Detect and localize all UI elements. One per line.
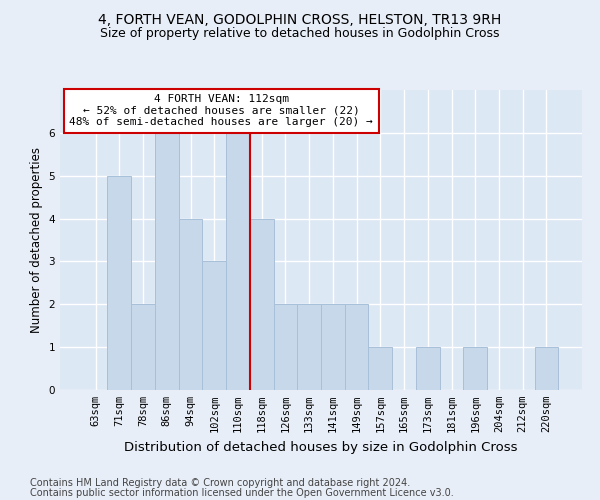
Bar bbox=[345, 304, 368, 390]
Bar bbox=[321, 304, 345, 390]
Text: 4 FORTH VEAN: 112sqm
← 52% of detached houses are smaller (22)
48% of semi-detac: 4 FORTH VEAN: 112sqm ← 52% of detached h… bbox=[70, 94, 373, 128]
Bar bbox=[131, 304, 155, 390]
X-axis label: Distribution of detached houses by size in Godolphin Cross: Distribution of detached houses by size … bbox=[124, 440, 518, 454]
Bar bbox=[202, 262, 226, 390]
Bar bbox=[297, 304, 321, 390]
Bar bbox=[107, 176, 131, 390]
Bar bbox=[226, 133, 250, 390]
Bar bbox=[179, 218, 202, 390]
Bar bbox=[155, 133, 179, 390]
Text: Size of property relative to detached houses in Godolphin Cross: Size of property relative to detached ho… bbox=[100, 28, 500, 40]
Bar bbox=[416, 347, 440, 390]
Y-axis label: Number of detached properties: Number of detached properties bbox=[30, 147, 43, 333]
Text: 4, FORTH VEAN, GODOLPHIN CROSS, HELSTON, TR13 9RH: 4, FORTH VEAN, GODOLPHIN CROSS, HELSTON,… bbox=[98, 12, 502, 26]
Bar bbox=[535, 347, 558, 390]
Bar bbox=[250, 218, 274, 390]
Bar bbox=[368, 347, 392, 390]
Text: Contains HM Land Registry data © Crown copyright and database right 2024.: Contains HM Land Registry data © Crown c… bbox=[30, 478, 410, 488]
Bar bbox=[274, 304, 297, 390]
Text: Contains public sector information licensed under the Open Government Licence v3: Contains public sector information licen… bbox=[30, 488, 454, 498]
Bar bbox=[463, 347, 487, 390]
